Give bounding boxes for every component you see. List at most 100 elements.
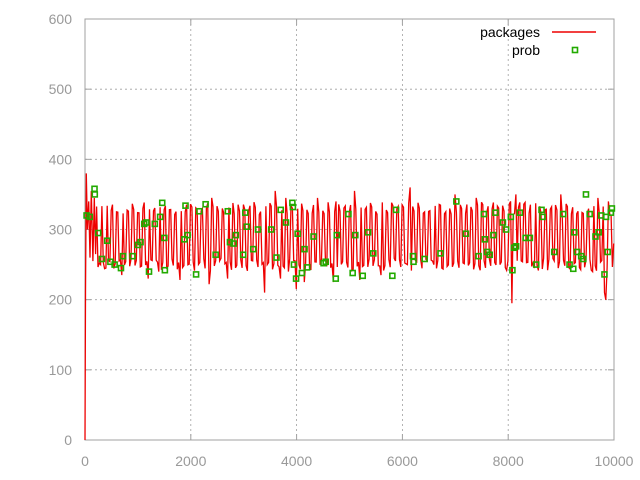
series-point-prob: [254, 226, 262, 233]
x-tick-label: 10000: [595, 453, 634, 469]
series-point-prob: [389, 272, 396, 280]
series-point-prob: [239, 251, 247, 259]
series-point-prob: [226, 238, 234, 246]
series-point-prob: [129, 252, 136, 260]
series-point-prob: [161, 234, 168, 242]
series-point-prob: [267, 226, 275, 233]
series-point-prob: [310, 233, 317, 240]
series-point-prob: [243, 223, 251, 230]
series-point-prob: [294, 230, 301, 238]
series-point-prob: [301, 245, 308, 253]
series-point-prob: [184, 231, 191, 239]
series-point-prob: [410, 258, 417, 266]
series-point-prob: [303, 264, 311, 271]
series-point-prob: [538, 206, 545, 214]
series-point-prob: [182, 202, 189, 209]
x-tick-label: 4000: [281, 453, 312, 469]
series-point-prob: [349, 269, 356, 277]
legend-label-packages: packages: [480, 24, 540, 40]
series-point-prob: [595, 229, 602, 236]
x-tick-label: 6000: [387, 453, 418, 469]
y-tick-label: 0: [64, 432, 72, 448]
series-point-prob: [145, 268, 153, 275]
series-point-prob: [289, 203, 297, 211]
series-point-prob: [117, 264, 125, 272]
legend-swatch-prob: [571, 46, 579, 54]
series-point-prob: [370, 250, 377, 257]
ticks: 0 2000 4000 6000 8000 10000 0 100 200 300 400 500 60…: [49, 11, 634, 469]
series-point-prob: [202, 200, 209, 208]
series-point-prob: [566, 261, 573, 268]
y-tick-label: 200: [49, 292, 73, 308]
series-point-prob: [212, 251, 219, 259]
series-point-prob: [151, 220, 159, 228]
series-point-prob: [480, 210, 488, 218]
series-point-prob: [161, 266, 169, 274]
series-point-prob: [516, 209, 524, 216]
series-point-prob: [273, 254, 280, 261]
series-point-prob: [604, 248, 611, 256]
series-point-prob: [573, 248, 581, 256]
legend-label-prob: prob: [512, 42, 540, 58]
series-point-prob: [290, 261, 298, 268]
x-tick-label: 8000: [493, 453, 524, 469]
series-point-prob: [550, 248, 558, 256]
series-point-prob: [486, 251, 493, 259]
y-tick-label: 100: [49, 362, 73, 378]
series-point-prob: [119, 252, 127, 260]
series-point-prob: [282, 219, 290, 226]
legend: packages prob: [480, 24, 596, 58]
series-point-prob: [332, 275, 340, 282]
series-point-prob: [156, 213, 164, 221]
series-point-prob: [509, 266, 516, 274]
series-point-prob: [103, 237, 111, 245]
series-point-prob: [322, 258, 329, 266]
series-point-prob: [421, 255, 428, 263]
series-point-prob: [111, 261, 118, 268]
series-point-prob: [582, 191, 590, 198]
series-point-prob: [569, 265, 577, 273]
series-point-prob: [249, 245, 257, 253]
series-point-prob: [392, 206, 400, 214]
series-point-prob: [292, 275, 300, 282]
series-point-prob: [499, 219, 507, 226]
series-point-prob: [571, 229, 578, 236]
y-tick-label: 500: [49, 81, 73, 97]
series-point-prob: [352, 231, 359, 239]
x-tick-label: 0: [81, 453, 89, 469]
series-point-prob: [437, 250, 444, 257]
series-point-prob: [601, 271, 608, 278]
series-point-prob: [475, 252, 482, 260]
series-point-prob: [232, 231, 240, 239]
x-tick-label: 2000: [175, 453, 206, 469]
series-point-prob: [91, 191, 99, 198]
series-point-prob: [94, 229, 102, 237]
y-tick-label: 600: [49, 11, 73, 27]
series-point-prob: [559, 210, 567, 218]
series-point-prob: [453, 198, 460, 205]
series-point-prob: [364, 229, 372, 236]
series-point-prob: [224, 207, 232, 215]
series-point-prob: [298, 269, 306, 277]
series-point-prob: [532, 261, 540, 268]
series-point-prob: [608, 205, 616, 212]
series-point-prob: [143, 219, 150, 226]
series-point-prob: [502, 226, 510, 233]
series-point-prob: [86, 213, 94, 221]
series-point-prob: [481, 236, 489, 243]
series-point-prob: [158, 199, 166, 207]
series-point-prob: [580, 255, 587, 263]
series-point-prob: [586, 210, 593, 218]
series-point-prob: [462, 230, 470, 238]
series-point-prob: [492, 209, 499, 216]
series-point-prob: [526, 234, 534, 242]
series-point-prob: [507, 213, 515, 221]
series-point-prob: [230, 240, 237, 247]
series-point-prob: [333, 231, 341, 239]
series-point-prob: [98, 255, 106, 263]
series-point-prob: [345, 210, 352, 218]
series-line-packages: [84, 173, 615, 441]
series-point-prob: [490, 231, 497, 239]
series-point-prob: [192, 271, 200, 278]
series-layer: [83, 173, 616, 441]
